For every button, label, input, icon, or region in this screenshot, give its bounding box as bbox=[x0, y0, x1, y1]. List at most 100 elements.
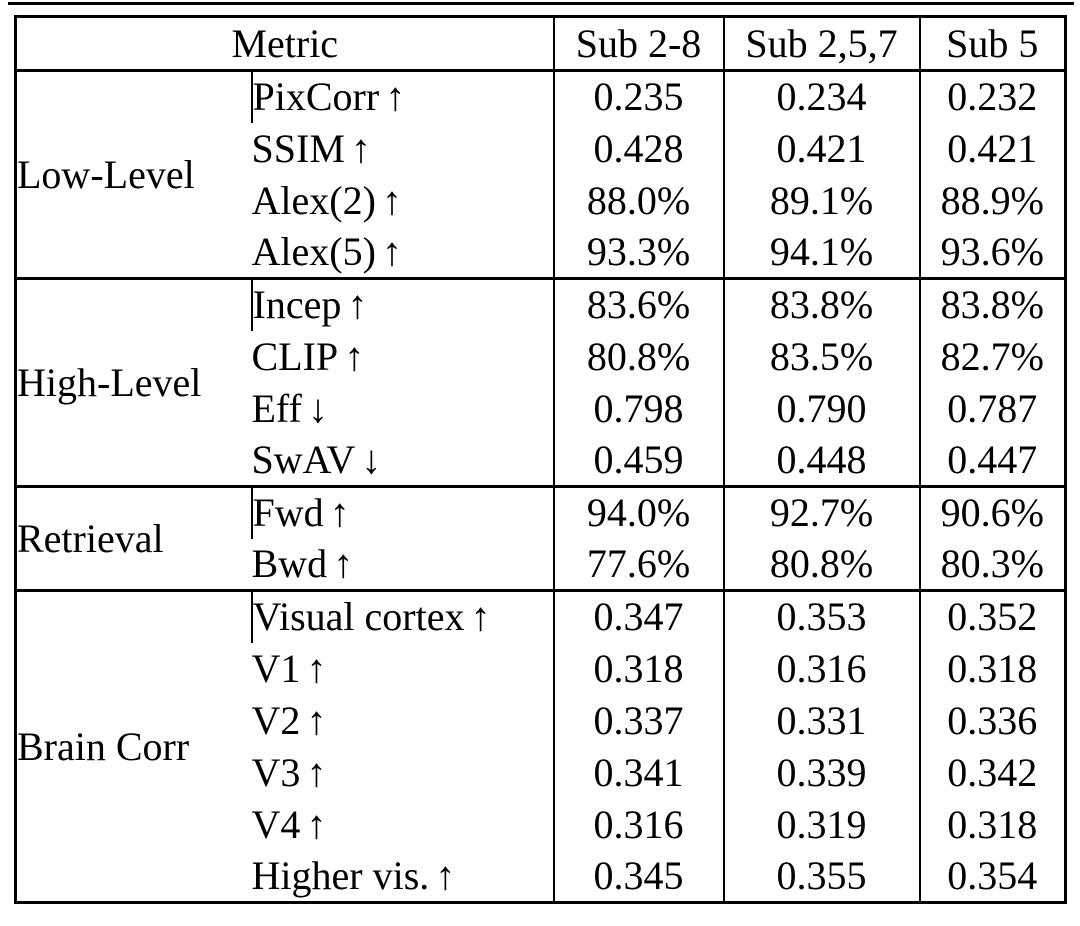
metric-label: V3 bbox=[251, 749, 301, 795]
value-cell: 0.318 bbox=[918, 798, 1066, 851]
value-cell: 92.7% bbox=[722, 485, 920, 539]
table-row: SwAV ↓ 0.459 0.448 0.447 bbox=[16, 434, 1066, 487]
up-arrow-icon: ↑ bbox=[333, 540, 354, 586]
metric-label: SSIM bbox=[251, 125, 345, 171]
up-arrow-icon: ↑ bbox=[306, 697, 327, 743]
metric-cell: Visual cortex ↑ bbox=[250, 589, 554, 643]
metric-cell: Eff ↓ bbox=[252, 383, 554, 435]
metric-label: Visual cortex bbox=[252, 594, 465, 640]
results-table-container: Metric Sub 2-8 Sub 2,5,7 Sub 5 Low-Level… bbox=[14, 15, 1067, 904]
value-cell: 83.8% bbox=[918, 277, 1066, 331]
value-cell: 0.790 bbox=[722, 382, 920, 435]
value-cell: 0.341 bbox=[552, 746, 724, 799]
table-row: V3 ↑ 0.341 0.339 0.342 bbox=[16, 746, 1066, 799]
value-cell: 77.6% bbox=[552, 538, 724, 591]
table-row: Alex(5) ↑ 93.3% 94.1% 93.6% bbox=[16, 226, 1066, 279]
header-row: Metric Sub 2-8 Sub 2,5,7 Sub 5 bbox=[15, 16, 1066, 72]
subject-column-header-sub-2-8: Sub 2-8 bbox=[552, 16, 724, 72]
up-arrow-icon: ↑ bbox=[306, 749, 327, 795]
metric-label: Higher vis. bbox=[251, 852, 430, 898]
metric-label: Fwd bbox=[252, 490, 324, 536]
value-cell: 0.347 bbox=[552, 589, 724, 643]
value-cell: 0.447 bbox=[918, 434, 1066, 487]
value-cell: 0.798 bbox=[552, 382, 724, 435]
value-cell: 88.0% bbox=[552, 174, 724, 227]
value-cell: 0.353 bbox=[722, 589, 920, 643]
value-cell: 89.1% bbox=[722, 174, 920, 227]
value-cell: 0.318 bbox=[552, 642, 724, 695]
value-cell: 0.354 bbox=[918, 850, 1066, 903]
up-arrow-icon: ↑ bbox=[435, 852, 456, 898]
metric-label: V4 bbox=[251, 801, 301, 847]
value-cell: 93.3% bbox=[552, 226, 724, 279]
top-rule bbox=[8, 2, 1074, 5]
metric-cell: Alex(5) ↑ bbox=[252, 227, 554, 279]
value-cell: 83.8% bbox=[722, 277, 920, 331]
value-cell: 83.5% bbox=[722, 330, 920, 383]
value-cell: 0.339 bbox=[722, 746, 920, 799]
value-cell: 0.316 bbox=[722, 642, 920, 695]
value-cell: 88.9% bbox=[918, 174, 1066, 227]
metric-cell: Bwd ↑ bbox=[252, 539, 554, 591]
metric-label: Incep bbox=[252, 282, 342, 328]
metric-cell: Fwd ↑ bbox=[250, 485, 554, 539]
value-cell: 80.8% bbox=[552, 330, 724, 383]
metric-cell: V2 ↑ bbox=[252, 695, 554, 747]
table-row: V2 ↑ 0.337 0.331 0.336 bbox=[16, 694, 1066, 747]
metric-label: Eff bbox=[251, 385, 302, 431]
value-cell: 0.318 bbox=[918, 642, 1066, 695]
value-cell: 0.787 bbox=[918, 382, 1066, 435]
metric-cell: V4 ↑ bbox=[252, 799, 554, 851]
value-cell: 94.0% bbox=[552, 485, 724, 539]
value-cell: 90.6% bbox=[918, 485, 1066, 539]
metric-label: V1 bbox=[251, 645, 301, 691]
metric-cell: V1 ↑ bbox=[252, 643, 554, 695]
metric-cell: SwAV ↓ bbox=[252, 435, 554, 487]
metric-column-header: Metric bbox=[15, 16, 554, 72]
table-row: V4 ↑ 0.316 0.319 0.318 bbox=[16, 798, 1066, 851]
group-cell: High-Level bbox=[15, 277, 252, 487]
value-cell: 0.232 bbox=[918, 69, 1066, 123]
value-cell: 93.6% bbox=[918, 226, 1066, 279]
value-cell: 0.448 bbox=[722, 434, 920, 487]
table-row: Higher vis. ↑ 0.345 0.355 0.354 bbox=[16, 850, 1066, 903]
value-cell: 0.234 bbox=[722, 69, 920, 123]
table-row: V1 ↑ 0.318 0.316 0.318 bbox=[16, 642, 1066, 695]
results-table: Metric Sub 2-8 Sub 2,5,7 Sub 5 Low-Level… bbox=[14, 15, 1067, 904]
table-body: Low-Level PixCorr ↑ 0.235 0.234 0.232 SSIM ↑ 0.4… bbox=[15, 69, 1066, 903]
value-cell: 0.337 bbox=[552, 694, 724, 747]
value-cell: 0.421 bbox=[722, 122, 920, 175]
table-row: CLIP ↑ 80.8% 83.5% 82.7% bbox=[16, 330, 1066, 383]
table-row: Bwd ↑ 77.6% 80.8% 80.3% bbox=[16, 538, 1066, 591]
up-arrow-icon: ↑ bbox=[470, 594, 491, 640]
up-arrow-icon: ↑ bbox=[381, 228, 402, 274]
value-cell: 80.3% bbox=[918, 538, 1066, 591]
metric-label: Alex(5) bbox=[251, 228, 376, 274]
up-arrow-icon: ↑ bbox=[381, 177, 402, 223]
value-cell: 0.235 bbox=[552, 69, 724, 123]
value-cell: 0.355 bbox=[722, 850, 920, 903]
table-row: High-Level Incep ↑ 83.6% 83.8% 83.8% bbox=[15, 277, 1066, 487]
metric-cell: CLIP ↑ bbox=[252, 331, 554, 383]
group-cell: Low-Level bbox=[15, 69, 252, 279]
down-arrow-icon: ↓ bbox=[361, 436, 382, 482]
metric-label: CLIP bbox=[251, 333, 339, 379]
table-row: Brain Corr Visual cortex ↑ 0.347 0.353 0.352 bbox=[15, 589, 1066, 903]
table-header: Metric Sub 2-8 Sub 2,5,7 Sub 5 bbox=[15, 16, 1066, 72]
down-arrow-icon: ↓ bbox=[307, 385, 328, 431]
group-cell: Retrieval bbox=[15, 485, 252, 591]
value-cell: 0.319 bbox=[722, 798, 920, 851]
up-arrow-icon: ↑ bbox=[306, 801, 327, 847]
metric-cell: PixCorr ↑ bbox=[250, 69, 554, 123]
value-cell: 0.428 bbox=[552, 122, 724, 175]
up-arrow-icon: ↑ bbox=[347, 282, 368, 328]
metric-label: PixCorr bbox=[252, 74, 380, 120]
table-row: Low-Level PixCorr ↑ 0.235 0.234 0.232 bbox=[15, 69, 1066, 279]
metric-label: Bwd bbox=[251, 540, 328, 586]
table-row: Alex(2) ↑ 88.0% 89.1% 88.9% bbox=[16, 174, 1066, 227]
value-cell: 82.7% bbox=[918, 330, 1066, 383]
value-cell: 0.345 bbox=[552, 850, 724, 903]
value-cell: 0.316 bbox=[552, 798, 724, 851]
metric-cell: Higher vis. ↑ bbox=[252, 851, 554, 903]
subject-column-header-sub-2-5-7: Sub 2,5,7 bbox=[722, 16, 920, 72]
